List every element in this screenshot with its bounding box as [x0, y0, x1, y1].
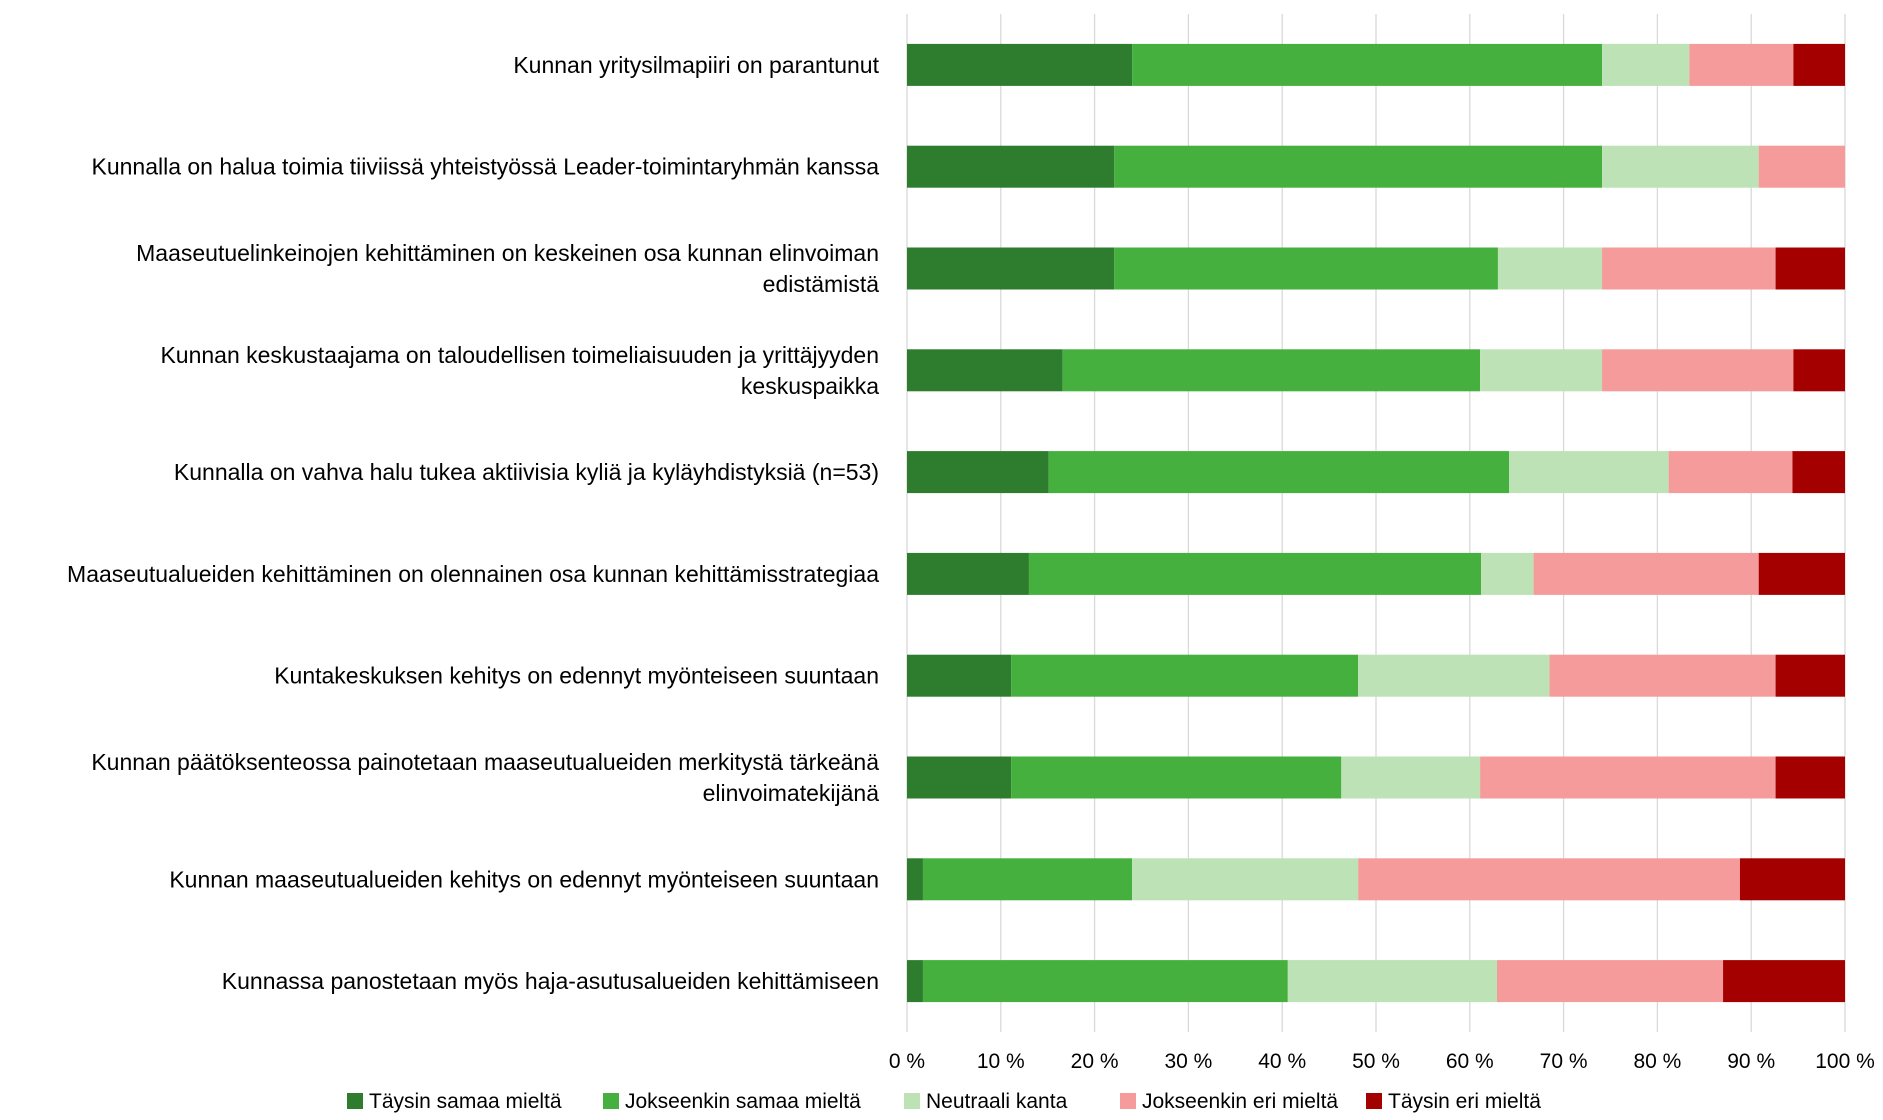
legend-label: Jokseenkin eri mieltä: [1142, 1090, 1338, 1113]
x-tick-label: 50 %: [1352, 1050, 1400, 1073]
legend-swatch: [1366, 1093, 1382, 1109]
legend-label: Täysin eri mieltä: [1388, 1090, 1541, 1113]
bar-segment: [1011, 654, 1359, 697]
category-label: Kunnalla on halua toimia tiiviissä yhtei…: [91, 154, 879, 180]
bar-segment: [1689, 43, 1794, 86]
x-tick-label: 40 %: [1258, 1050, 1306, 1073]
category-label-line: Kunnassa panostetaan myös haja-asutusalu…: [222, 968, 879, 994]
bar-segment: [1132, 43, 1603, 86]
bar-segment: [1668, 451, 1793, 494]
bar-segment: [1602, 247, 1776, 290]
bar-segment: [907, 349, 1063, 392]
x-axis-tick-labels: 0 % 10 % 20 % 30 % 40 % 50 % 60 % 70 % 80 % 90 % 1…: [889, 1050, 1875, 1073]
category-label: Kunnan maaseutualueiden kehitys on edenn…: [169, 866, 879, 892]
category-label-line: Kunnan yritysilmapiiri on parantunut: [513, 52, 879, 78]
bar-segment: [907, 654, 1012, 697]
category-label-line: Kunnan päätöksenteossa painotetaan maase…: [91, 749, 879, 775]
bar-segment: [907, 960, 923, 1003]
bar-segment: [1480, 756, 1776, 799]
category-label-line: Kunnan maaseutualueiden kehitys on edenn…: [169, 866, 879, 892]
bar-segment: [1602, 349, 1794, 392]
bar-segment: [1114, 145, 1603, 188]
bar-segment: [1287, 960, 1498, 1003]
legend-label: Neutraali kanta: [926, 1090, 1068, 1113]
legend-label: Jokseenkin samaa mieltä: [625, 1090, 861, 1113]
bar-segment: [1775, 247, 1845, 290]
category-label-line: keskuspaikka: [741, 373, 879, 399]
bar-segment: [1114, 247, 1498, 290]
category-label: Maaseutuelinkeinojen kehittäminen on kes…: [136, 240, 879, 297]
bar-segment: [1341, 756, 1481, 799]
legend-swatch: [1120, 1093, 1136, 1109]
bar-segment: [907, 451, 1049, 494]
category-label: Kunnan päätöksenteossa painotetaan maase…: [91, 749, 879, 806]
category-label-line: Kunnalla on halua toimia tiiviissä yhtei…: [91, 154, 879, 180]
bar-segment: [1775, 756, 1845, 799]
x-tick-label: 100 %: [1815, 1050, 1875, 1073]
bar-segment: [1602, 43, 1690, 86]
bar-segment: [907, 552, 1029, 595]
bar-segment: [1132, 858, 1359, 901]
category-label: Kuntakeskuksen kehitys on edennyt myönte…: [274, 663, 879, 689]
bar-segment: [922, 858, 1133, 901]
x-tick-label: 70 %: [1540, 1050, 1588, 1073]
bar-segment: [1358, 654, 1550, 697]
bar-segment: [1497, 960, 1724, 1003]
bar-segment: [1549, 654, 1776, 697]
category-label-line: elinvoimatekijänä: [703, 780, 880, 806]
bar-segment: [1739, 858, 1845, 901]
bar-segment: [1793, 349, 1845, 392]
bar-segment: [1775, 654, 1845, 697]
x-tick-label: 20 %: [1071, 1050, 1119, 1073]
bar-segment: [1028, 552, 1482, 595]
x-tick-label: 30 %: [1164, 1050, 1212, 1073]
bar-segment: [1758, 552, 1845, 595]
bar-segment: [907, 756, 1012, 799]
bar-segment: [922, 960, 1288, 1003]
bar-segment: [907, 43, 1133, 86]
legend: Täysin samaa mieltä Jokseenkin samaa miel…: [347, 1090, 1541, 1113]
bar-segment: [907, 145, 1115, 188]
bar-segment: [1497, 247, 1603, 290]
bar-segment: [1758, 145, 1845, 188]
x-tick-label: 0 %: [889, 1050, 925, 1073]
bar-segment: [1062, 349, 1481, 392]
bar-segment: [907, 247, 1115, 290]
category-labels: Kunnan yritysilmapiiri on parantunut Kunn…: [67, 52, 880, 994]
bar-segment: [1011, 756, 1342, 799]
x-tick-label: 80 %: [1633, 1050, 1681, 1073]
bar-segment: [1358, 858, 1740, 901]
legend-swatch: [904, 1093, 920, 1109]
category-label: Kunnan keskustaajama on taloudellisen to…: [160, 342, 879, 399]
legend-label: Täysin samaa mieltä: [369, 1090, 562, 1113]
bar-segment: [1793, 43, 1845, 86]
bar-segment: [907, 858, 923, 901]
x-tick-label: 90 %: [1727, 1050, 1775, 1073]
bars: [907, 43, 1845, 1003]
category-label-line: Kunnalla on vahva halu tukea aktiivisia …: [174, 459, 879, 485]
category-label-line: Kuntakeskuksen kehitys on edennyt myönte…: [274, 663, 879, 689]
x-tick-label: 10 %: [977, 1050, 1025, 1073]
category-label: Kunnan yritysilmapiiri on parantunut: [513, 52, 879, 78]
category-label: Kunnassa panostetaan myös haja-asutusalu…: [222, 968, 879, 994]
bar-segment: [1048, 451, 1510, 494]
bar-segment: [1792, 451, 1845, 494]
bar-segment: [1509, 451, 1669, 494]
x-tick-label: 60 %: [1446, 1050, 1494, 1073]
legend-swatch: [603, 1093, 619, 1109]
category-label-line: Maaseutualueiden kehittäminen on olennai…: [67, 561, 879, 587]
category-label: Kunnalla on vahva halu tukea aktiivisia …: [174, 459, 879, 485]
category-label-line: edistämistä: [763, 271, 880, 297]
category-label: Maaseutualueiden kehittäminen on olennai…: [67, 561, 879, 587]
legend-swatch: [347, 1093, 363, 1109]
bar-segment: [1533, 552, 1759, 595]
bar-segment: [1480, 349, 1603, 392]
bar-segment: [1602, 145, 1759, 188]
category-label-line: Kunnan keskustaajama on taloudellisen to…: [160, 342, 879, 368]
category-label-line: Maaseutuelinkeinojen kehittäminen on kes…: [136, 240, 879, 266]
bar-segment: [1481, 552, 1534, 595]
bar-segment: [1723, 960, 1845, 1003]
